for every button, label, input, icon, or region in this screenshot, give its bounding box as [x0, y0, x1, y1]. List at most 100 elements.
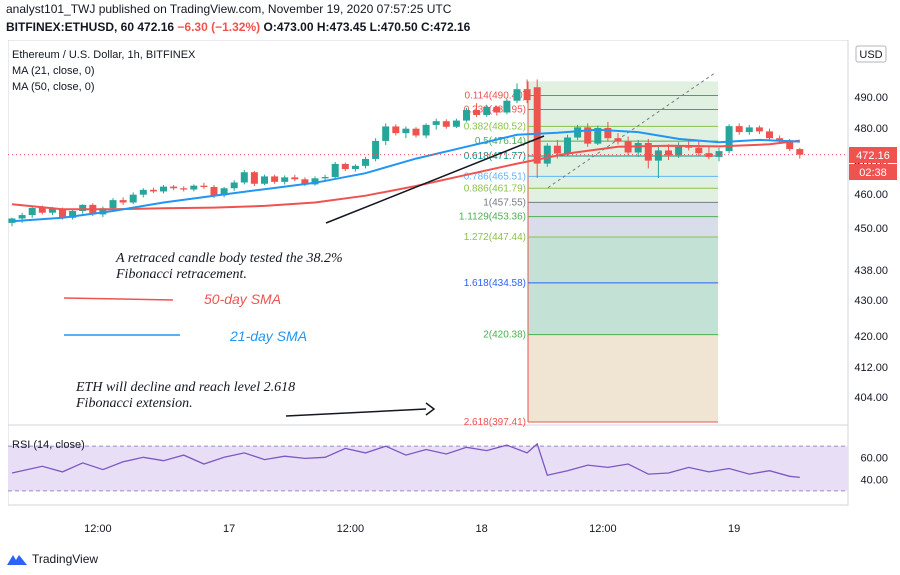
candle-body: [301, 179, 309, 185]
price-tick-label: 412.00: [854, 362, 888, 374]
candle-body: [99, 208, 107, 215]
candle-body: [695, 147, 703, 154]
fib-level-label: 0.786(465.51): [464, 171, 526, 182]
candle-body: [160, 186, 167, 192]
candle-body: [200, 185, 208, 187]
price-tick-label: 420.00: [854, 331, 888, 343]
price-chart[interactable]: 0.114(490.40)0.236(485.95)0.382(480.52)0…: [8, 40, 900, 575]
last-price: 472.16: [137, 20, 175, 34]
candle-body: [715, 151, 723, 157]
axes: 490.00480.00470.00460.00450.00438.00430.…: [8, 92, 888, 535]
candle-body: [543, 145, 551, 164]
fib-level-label: 0.114(490.40): [464, 90, 526, 101]
fib-level-label: 1(457.55): [483, 197, 526, 208]
time-tick-label: 12:00: [84, 523, 112, 535]
candle-body: [503, 100, 511, 113]
branding[interactable]: TradingView: [6, 549, 98, 569]
time-tick-label: 17: [223, 523, 235, 535]
candle-body: [432, 121, 440, 125]
fib-zone-mid: [528, 202, 718, 237]
fib-level-label: 0.886(461.79): [464, 183, 526, 194]
open-value: O:473.00: [263, 20, 314, 34]
annotation-arrow-2: [285, 408, 427, 417]
candle-body: [422, 124, 430, 136]
candle-body: [180, 188, 188, 190]
time-tick-label: 19: [728, 523, 740, 535]
low-value: L:470.50: [369, 20, 418, 34]
candle-body: [614, 138, 622, 142]
fib-level-label: 1.272(447.44): [464, 232, 526, 243]
ma21-line: [11, 128, 800, 223]
branding-label: TradingView: [32, 552, 99, 566]
candle-body: [291, 177, 299, 180]
candle-body: [574, 127, 582, 138]
candle-body: [331, 163, 339, 178]
fib-level-label: 0.382(480.52): [464, 121, 526, 132]
candle-body: [604, 128, 612, 139]
candle-body: [311, 178, 319, 185]
ma21-annotation: 21-day SMA: [229, 328, 307, 344]
candle-body: [79, 204, 87, 211]
candle-body: [18, 215, 26, 219]
price-tick-label: 460.00: [854, 189, 888, 201]
fibonacci-tool[interactable]: 0.114(490.40)0.236(485.95)0.382(480.52)0…: [459, 73, 718, 428]
candle-body: [230, 182, 238, 189]
annotation-1-line-1: A retraced candle body tested the 38.2%: [115, 251, 343, 266]
rsi-band: [8, 446, 848, 491]
candle-body: [553, 145, 561, 154]
candle-body: [240, 172, 248, 183]
candle-body: [139, 189, 147, 195]
price-tick-label: 490.00: [854, 92, 888, 104]
fib-level-label: 0.618(471.77): [464, 151, 526, 162]
candle-body: [372, 140, 380, 159]
rsi-pane: [8, 442, 848, 492]
ma50-annotation: 50-day SMA: [204, 291, 281, 307]
candle-body: [665, 150, 672, 156]
fib-zone-extension: [528, 236, 718, 335]
candle-body: [402, 128, 410, 134]
candle-body: [210, 186, 218, 196]
ma50-sample-line: [63, 297, 174, 301]
high-value: H:473.45: [316, 20, 367, 34]
moving-averages: [11, 128, 800, 223]
ma50-line: [11, 139, 800, 211]
ma50-legend: MA (50, close, 0): [12, 81, 95, 93]
annotation-2-line-2: Fibonacci extension.: [75, 396, 193, 411]
fib-level-label: 2(420.38): [483, 330, 526, 341]
candle-body: [442, 121, 450, 127]
candle-body: [735, 126, 743, 133]
candle-body: [523, 89, 531, 101]
chart-title: Ethereum / U.S. Dollar, 1h, BITFINEX: [12, 49, 196, 61]
symbol-name: BITFINEX:ETHUSD, 60: [6, 20, 135, 34]
candle-body: [766, 131, 773, 139]
annotation-line-1: [325, 135, 545, 224]
currency-badge[interactable]: [855, 45, 887, 63]
rsi-tick-label: 60.00: [860, 452, 888, 464]
candle-body: [483, 106, 491, 115]
candle-body: [48, 208, 56, 213]
candle-body: [190, 185, 198, 190]
candles: [8, 79, 804, 227]
rsi-tick-label: 40.00: [860, 475, 888, 487]
candle-body: [725, 126, 733, 152]
price-tick-label: 450.00: [854, 223, 888, 235]
candle-body: [533, 87, 541, 164]
candle-body: [392, 126, 400, 134]
candle-body: [149, 189, 157, 192]
candle-body: [281, 177, 289, 182]
arrow-head-icon: [425, 402, 436, 416]
annotation-2-line-1: ETH will decline and reach level 2.618: [75, 380, 295, 395]
candle-body: [796, 149, 804, 155]
candle-body: [109, 200, 117, 209]
close-value: C:472.16: [420, 20, 471, 34]
chart-area[interactable]: 0.114(490.40)0.236(485.95)0.382(480.52)0…: [8, 40, 900, 575]
candle-body: [321, 177, 329, 179]
candle-body: [493, 106, 501, 113]
publish-info: analyst101_TWJ published on TradingView.…: [6, 2, 452, 16]
fib-level-label: 0.5(476.14): [475, 136, 526, 147]
candle-body: [584, 127, 592, 144]
time-tick-label: 18: [476, 523, 488, 535]
last-price-badge: [849, 147, 897, 163]
candle-body: [250, 172, 258, 184]
candle-body: [755, 127, 763, 132]
